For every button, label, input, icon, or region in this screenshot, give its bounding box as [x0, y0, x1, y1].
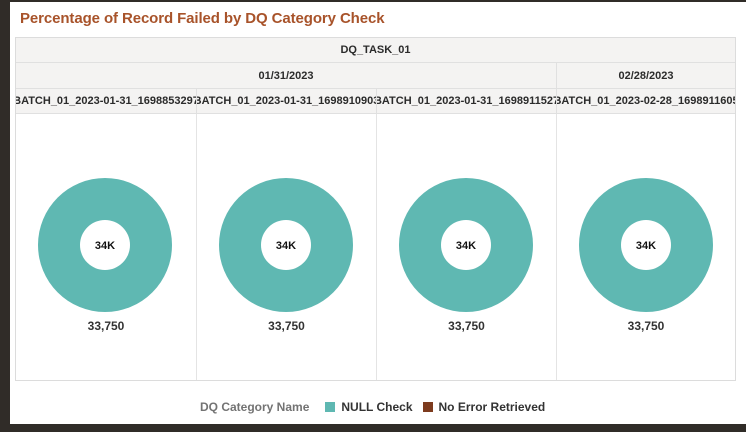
batch-header-0: BATCH_01_2023-01-31_1698853297 — [16, 95, 196, 107]
legend-title: DQ Category Name — [200, 400, 310, 414]
legend-item-null-check[interactable]: NULL Check — [325, 400, 413, 414]
legend-swatch-icon — [422, 402, 433, 412]
batch-header-row: BATCH_01_2023-01-31_1698853297 BATCH_01_… — [16, 89, 735, 114]
donut-center-label: 34K — [456, 240, 476, 252]
legend-label: No Error Retrieved — [438, 400, 546, 414]
facet-cell-1: 34K 33,750 — [196, 114, 376, 380]
donut-center-label: 34K — [276, 240, 296, 252]
task-header: DQ_TASK_01 — [340, 44, 411, 56]
date-header-0: 01/31/2023 — [258, 69, 314, 82]
task-header-row: DQ_TASK_01 — [16, 38, 735, 63]
donut-chart[interactable]: 34K — [399, 178, 533, 312]
batch-header-3: BATCH_01_2023-02-28_1698911605 — [556, 89, 735, 113]
date-header-row: 01/31/2023 02/28/2023 — [16, 63, 735, 89]
legend-label: NULL Check — [341, 400, 413, 414]
chart-panel: Percentage of Record Failed by DQ Catego… — [10, 2, 746, 424]
legend-swatch-icon — [325, 402, 336, 412]
facet-grid: DQ_TASK_01 01/31/2023 02/28/2023 BATCH_0… — [15, 37, 736, 381]
legend-item-no-error-retrieved[interactable]: No Error Retrieved — [422, 400, 546, 414]
batch-header-2: BATCH_01_2023-01-31_1698911527 — [376, 89, 556, 113]
facet-cell-2: 34K 33,750 — [376, 114, 556, 380]
slice-value-label: 33,750 — [448, 319, 485, 333]
donut-chart[interactable]: 34K — [38, 178, 172, 312]
donut-center-label: 34K — [636, 240, 656, 252]
batch-header-1: BATCH_01_2023-01-31_1698910903 — [196, 89, 376, 113]
donut-chart[interactable]: 34K — [219, 178, 353, 312]
slice-value-label: 33,750 — [268, 319, 305, 333]
slice-value-label: 33,750 — [627, 319, 665, 333]
date-header-1: 02/28/2023 — [556, 63, 735, 88]
facet-cell-3: 34K 33,750 — [556, 114, 735, 380]
slice-value-label: 33,750 — [87, 319, 125, 333]
legend: DQ Category Name NULL Check No Error Ret… — [200, 399, 555, 415]
donut-chart[interactable]: 34K — [579, 178, 713, 312]
donut-center-label: 34K — [95, 240, 115, 252]
facet-cell-0: 34K 33,750 — [16, 114, 196, 380]
chart-title: Percentage of Record Failed by DQ Catego… — [20, 10, 385, 27]
